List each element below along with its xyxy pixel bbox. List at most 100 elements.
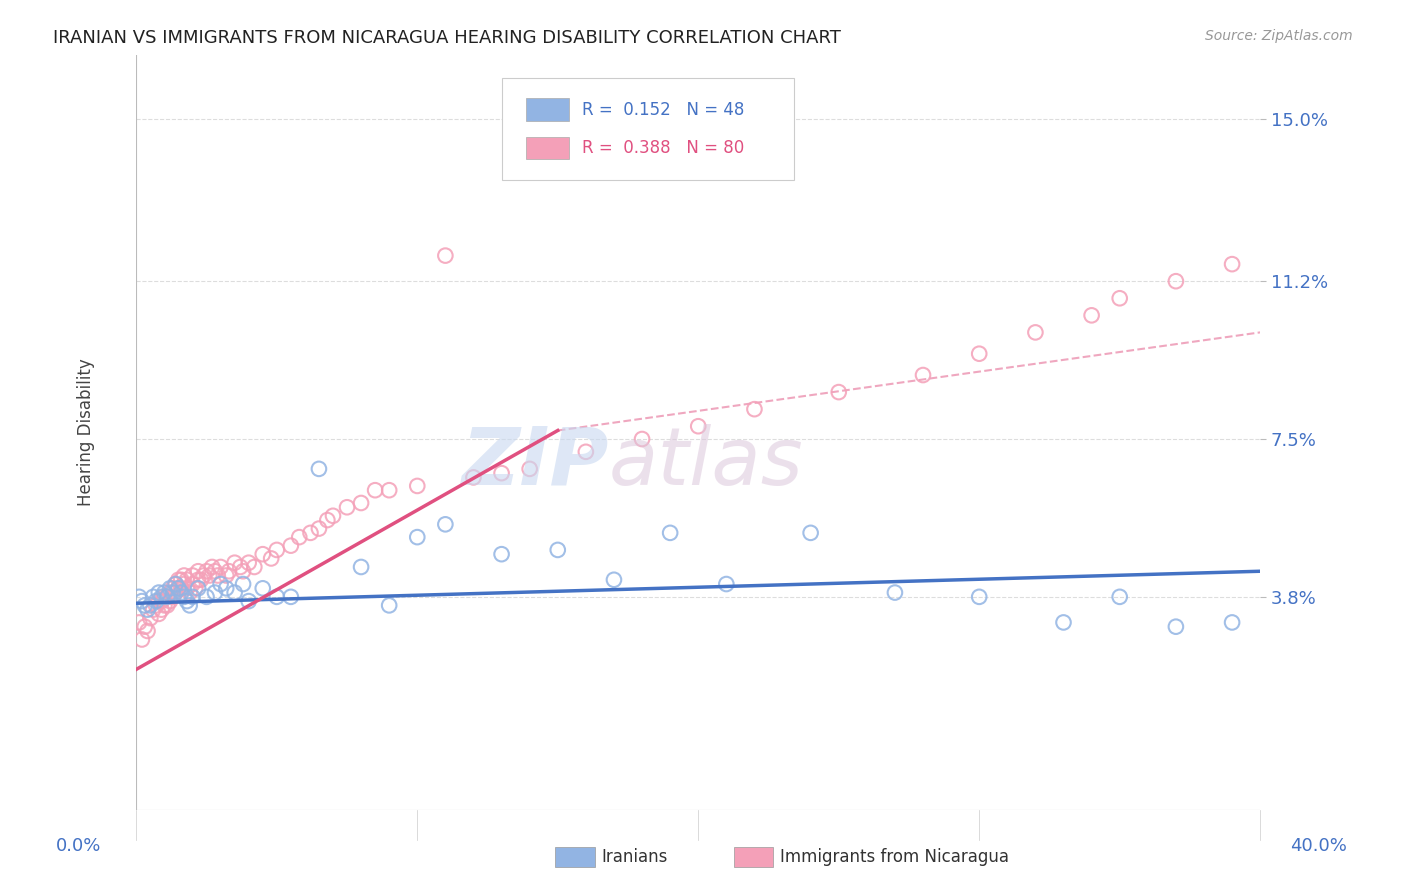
Point xyxy=(316,513,339,527)
Point xyxy=(238,594,260,608)
Point xyxy=(575,445,598,459)
Point xyxy=(173,577,195,591)
Point xyxy=(280,590,302,604)
Point xyxy=(150,594,173,608)
Point xyxy=(266,590,288,604)
Point xyxy=(406,479,429,493)
Point xyxy=(716,577,738,591)
Point xyxy=(224,556,246,570)
Point xyxy=(1080,309,1102,323)
Point xyxy=(181,590,204,604)
Point xyxy=(1108,291,1130,305)
Point xyxy=(207,568,229,582)
Point xyxy=(150,602,173,616)
Point xyxy=(1220,615,1243,630)
Point xyxy=(308,462,330,476)
Point xyxy=(209,560,232,574)
Point xyxy=(1052,615,1074,630)
Point xyxy=(167,582,190,596)
Text: 0.0%: 0.0% xyxy=(56,837,101,855)
Point xyxy=(198,568,221,582)
Point xyxy=(1164,274,1187,288)
Point xyxy=(131,632,153,647)
Point xyxy=(184,582,207,596)
Point xyxy=(159,582,181,596)
Text: IRANIAN VS IMMIGRANTS FROM NICARAGUA HEARING DISABILITY CORRELATION CHART: IRANIAN VS IMMIGRANTS FROM NICARAGUA HEA… xyxy=(53,29,841,46)
Point xyxy=(463,470,485,484)
Point xyxy=(1220,257,1243,271)
Point xyxy=(744,402,766,417)
Point xyxy=(173,590,195,604)
Point xyxy=(187,564,209,578)
Point xyxy=(1024,326,1046,340)
Point xyxy=(350,496,373,510)
Point xyxy=(142,590,165,604)
Point xyxy=(434,517,457,532)
Point xyxy=(299,525,322,540)
Point xyxy=(195,590,218,604)
Point xyxy=(252,547,274,561)
Point xyxy=(229,560,252,574)
Point xyxy=(170,582,193,596)
Point xyxy=(911,368,934,382)
FancyBboxPatch shape xyxy=(502,78,794,179)
Point xyxy=(288,530,311,544)
Point xyxy=(142,602,165,616)
Point xyxy=(190,573,212,587)
Point xyxy=(215,568,238,582)
Point xyxy=(176,582,198,596)
Point xyxy=(688,419,710,434)
Point xyxy=(232,564,254,578)
Text: 40.0%: 40.0% xyxy=(1291,837,1347,855)
Point xyxy=(224,585,246,599)
Text: ZIP: ZIP xyxy=(461,424,609,502)
Point xyxy=(243,560,266,574)
Point xyxy=(156,590,179,604)
Point xyxy=(260,551,283,566)
Point xyxy=(187,582,209,596)
Text: Iranians: Iranians xyxy=(602,848,668,866)
Point xyxy=(128,590,150,604)
Point xyxy=(308,522,330,536)
Point xyxy=(659,525,682,540)
Point xyxy=(434,249,457,263)
Point xyxy=(252,582,274,596)
Point xyxy=(150,590,173,604)
Point xyxy=(1108,590,1130,604)
Point xyxy=(153,599,176,613)
Point xyxy=(179,585,201,599)
Point xyxy=(170,573,193,587)
Point xyxy=(364,483,387,498)
Point xyxy=(162,590,184,604)
Point xyxy=(232,577,254,591)
Point xyxy=(156,599,179,613)
Point xyxy=(201,560,224,574)
Point xyxy=(181,568,204,582)
Point xyxy=(136,624,159,638)
Point xyxy=(547,542,569,557)
Point xyxy=(828,385,851,400)
Point xyxy=(153,590,176,604)
Point xyxy=(193,568,215,582)
Point xyxy=(1164,620,1187,634)
Text: Source: ZipAtlas.com: Source: ZipAtlas.com xyxy=(1205,29,1353,43)
Point xyxy=(884,585,907,599)
Text: atlas: atlas xyxy=(609,424,803,502)
Point xyxy=(238,556,260,570)
Point xyxy=(280,539,302,553)
Point xyxy=(406,530,429,544)
Point xyxy=(967,347,990,361)
Point xyxy=(179,599,201,613)
Bar xyxy=(526,98,569,121)
Point xyxy=(162,585,184,599)
Point xyxy=(148,594,170,608)
Point xyxy=(336,500,359,515)
Point xyxy=(631,432,654,446)
Point xyxy=(967,590,990,604)
Point xyxy=(173,568,195,582)
Point xyxy=(139,599,162,613)
Point xyxy=(195,564,218,578)
Text: R =  0.152   N = 48: R = 0.152 N = 48 xyxy=(582,101,745,119)
Point xyxy=(167,582,190,596)
Point xyxy=(322,508,344,523)
